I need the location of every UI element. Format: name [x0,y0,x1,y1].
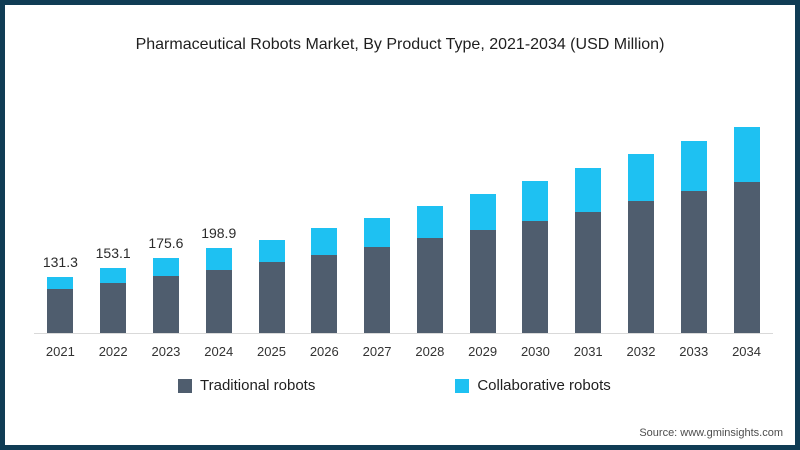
bar-group-2022: 153.1 [87,126,140,333]
bar-group-2033 [667,126,720,333]
bar-total-label: 175.6 [148,235,184,252]
bar-stack [364,218,391,333]
bar-segment-traditional [575,211,602,333]
x-tick-label: 2027 [362,344,392,359]
x-tick-label: 2021 [45,344,75,359]
x-axis-line [34,333,773,334]
bar-segment-traditional [627,200,654,333]
legend-label-traditional: Traditional robots [200,377,316,394]
bar-stack [47,277,74,333]
legend: Traditional robots Collaborative robots [178,377,611,394]
bar-group-2025 [245,126,298,333]
bar-total-label: 153.1 [95,244,131,261]
bar-segment-traditional [152,275,179,333]
x-tick-label: 2028 [415,344,445,359]
bar-group-2032 [615,126,668,333]
bar-segment-collaborative [100,267,127,283]
source-attribution: Source: www.gminsights.com [639,427,783,439]
bar-stack [205,248,232,333]
bars-container: 131.3 153.1 175.6 198.9 [34,126,773,333]
x-tick-label: 2030 [520,344,550,359]
bar-segment-traditional [364,246,391,333]
x-tick-label: 2029 [468,344,498,359]
bar-segment-traditional [311,254,338,333]
bar-segment-collaborative [364,218,391,247]
bar-segment-collaborative [469,194,496,231]
bar-segment-collaborative [311,228,338,255]
x-axis-labels: 2021 2022 2023 2024 2025 2026 2027 2028 2029 2030… [34,344,773,359]
collaborative-robots-swatch [455,378,470,393]
chart-title: Pharmaceutical Robots Market, By Product… [135,36,665,53]
bar-group-2031 [562,126,615,333]
bar-stack [627,154,654,333]
legend-item-collaborative: Collaborative robots [455,377,611,394]
bar-segment-collaborative [733,126,760,182]
x-tick-label: 2034 [732,344,761,359]
bar-segment-collaborative [522,180,549,222]
x-tick-label: 2026 [309,344,339,359]
x-tick-label: 2022 [98,344,128,359]
bar-segment-traditional [733,181,760,333]
x-tick-label: 2031 [573,344,603,359]
bar-segment-traditional [47,289,74,333]
bar-group-2030 [509,126,562,333]
bar-stack [258,239,285,333]
bar-segment-traditional [469,230,496,333]
legend-item-traditional: Traditional robots [178,377,315,394]
x-tick-label: 2024 [204,344,234,359]
bar-segment-collaborative [416,205,443,239]
bar-segment-collaborative [680,140,707,192]
bar-stack [311,228,338,333]
bar-segment-collaborative [205,248,232,270]
bar-stack [680,140,707,333]
traditional-robots-swatch [178,378,192,393]
bar-group-2034 [720,126,773,333]
bar-stack [416,205,443,333]
x-tick-label: 2033 [679,344,709,359]
bar-group-2023: 175.6 [140,126,193,333]
bar-segment-traditional [680,191,707,333]
bar-stack [522,180,549,333]
bar-segment-traditional [100,282,127,333]
bar-stack [100,267,127,333]
bar-group-2029 [456,126,509,333]
bar-group-2024: 198.9 [192,126,245,333]
bar-segment-collaborative [575,168,602,212]
bar-segment-collaborative [258,239,285,262]
bar-stack [152,258,179,333]
bar-segment-traditional [205,269,232,333]
bar-segment-traditional [258,262,285,333]
bar-total-label: 198.9 [201,225,237,242]
bar-total-label: 131.3 [42,254,78,271]
bar-segment-collaborative [627,154,654,201]
bar-group-2028 [403,126,456,333]
bar-stack [733,126,760,333]
bar-stack [575,168,602,333]
x-tick-label: 2032 [626,344,656,359]
bar-segment-collaborative [47,277,74,290]
bar-segment-traditional [522,221,549,333]
bar-group-2026 [298,126,351,333]
x-tick-label: 2025 [257,344,286,359]
bar-segment-collaborative [152,258,179,276]
legend-label-collaborative: Collaborative robots [477,377,611,394]
bar-group-2027 [351,126,404,333]
plot-area: 131.3 153.1 175.6 198.9 2021 2022 2023 2024 202… [34,126,773,359]
bar-group-2021: 131.3 [34,126,87,333]
bar-stack [469,194,496,333]
bar-segment-traditional [416,238,443,333]
x-tick-label: 2023 [151,344,181,359]
